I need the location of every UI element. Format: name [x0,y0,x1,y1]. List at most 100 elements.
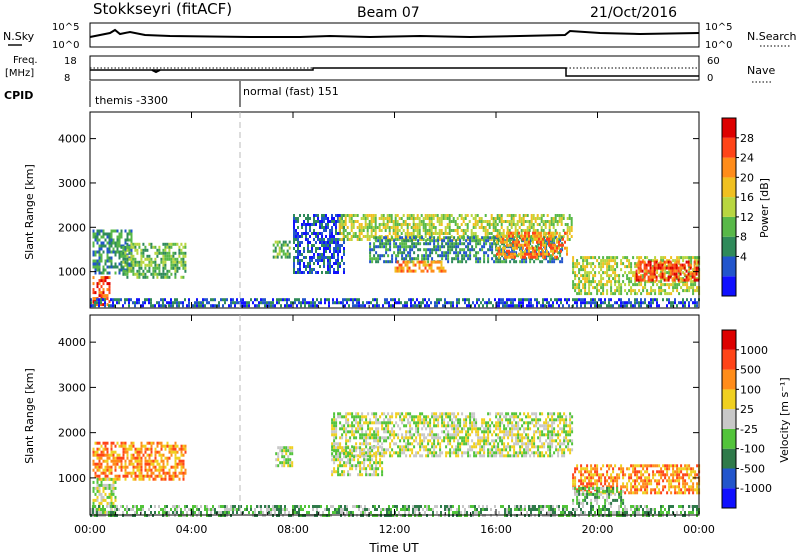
power-echo-cell [130,235,133,239]
power-echo-cell [262,298,264,302]
power-echo-cell [122,251,125,255]
power-echo-cell [479,260,482,264]
power-echo-cell [637,275,640,279]
power-colorbar-tick-label: 28 [740,132,754,145]
power-echo-cell [146,263,149,267]
power-echo-cell [606,304,608,308]
power-echo-cell [325,247,327,250]
power-echo-cell [132,245,135,249]
power-echo-cell [329,259,331,262]
velocity-echo-cell [387,421,390,425]
velocity-echo-cell [283,458,286,462]
velocity-echo-cell [517,430,520,434]
power-echo-cell [562,235,565,238]
power-echo-cell [457,254,460,258]
power-echo-cell [518,301,520,305]
power-echo-cell [422,263,425,267]
power-echo-cell [315,271,317,274]
power-echo-cell [675,260,678,264]
power-echo-cell [394,238,397,241]
power-echo-cell [453,236,456,240]
velocity-echo-cell [136,474,139,478]
power-echo-cell [369,260,372,264]
velocity-echo-cell [419,418,422,422]
power-echo-cell [672,283,675,287]
velocity-echo-cell [483,427,486,431]
power-echo-cell [459,248,462,252]
power-echo-cell [502,304,504,308]
power-echo-cell [469,248,472,252]
velocity-echo-cell [164,465,167,469]
velocity-echo-cell [178,447,181,451]
velocity-echo-cell [156,441,159,445]
velocity-echo-cell [375,436,378,440]
power-echo-cell [426,238,429,241]
power-echo-cell [568,298,570,302]
velocity-echo-cell [449,451,452,455]
power-echo-cell [632,274,635,278]
power-echo-cell [138,269,141,273]
velocity-echo-cell [353,430,356,434]
velocity-echo-cell [507,451,510,455]
power-echo-cell [386,223,389,226]
velocity-echo-cell [104,459,107,463]
power-echo-cell [562,304,564,308]
power-echo-cell [442,214,445,217]
power-echo-cell [440,232,443,235]
power-echo-cell [305,223,307,226]
power-echo-cell [324,301,326,305]
power-echo-cell [282,240,285,244]
power-echo-cell [438,217,441,220]
power-echo-cell [572,271,575,275]
power-echo-cell [160,260,163,264]
power-echo-cell [329,220,331,223]
velocity-echo-cell [116,441,119,445]
velocity-echo-cell [405,454,408,458]
power-echo-cell [610,289,613,293]
velocity-echo-cell [138,459,141,463]
power-echo-cell [313,223,315,226]
velocity-echo-cell [515,424,518,428]
power-echo-cell [334,301,336,305]
power-echo-cell [210,298,212,302]
velocity-echo-cell [154,450,157,454]
power-echo-cell [234,304,236,308]
velocity-echo-cell [144,447,147,451]
power-echo-cell [618,292,621,296]
velocity-echo-cell [467,442,470,446]
power-echo-cell [429,251,432,255]
power-echo-cell [473,239,476,243]
power-echo-cell [399,236,402,240]
power-echo-cell [188,304,190,308]
power-echo-cell [643,278,646,282]
power-echo-cell [272,304,274,308]
power-echo-cell [590,280,593,284]
velocity-echo-cell [513,442,516,446]
power-echo-cell [390,298,392,302]
power-echo-cell [299,214,301,217]
power-echo-cell [455,242,458,246]
velocity-echo-cell [455,424,458,428]
power-echo-cell [506,243,508,247]
velocity-echo-cell [423,448,426,452]
velocity-echo-cell [146,474,149,478]
velocity-echo-cell [92,486,95,490]
power-echo-cell [405,245,408,249]
velocity-echo-cell [469,412,472,416]
power-echo-cell [504,220,507,223]
velocity-echo-cell [371,412,374,416]
power-echo-cell [309,241,311,244]
velocity-echo-cell [182,465,185,469]
power-echo-cell [427,248,430,252]
power-echo-cell [626,259,629,263]
power-echo-cell [100,279,103,283]
power-echo-cell [162,269,165,273]
power-echo-cell [528,226,531,229]
velocity-echo-cell [477,433,480,437]
velocity-echo-cell [393,442,396,446]
power-echo-cell [546,214,549,217]
power-colorbar-tick-label: 12 [740,211,754,224]
velocity-echo-cell [465,418,468,422]
velocity-echo-cell [341,433,344,437]
